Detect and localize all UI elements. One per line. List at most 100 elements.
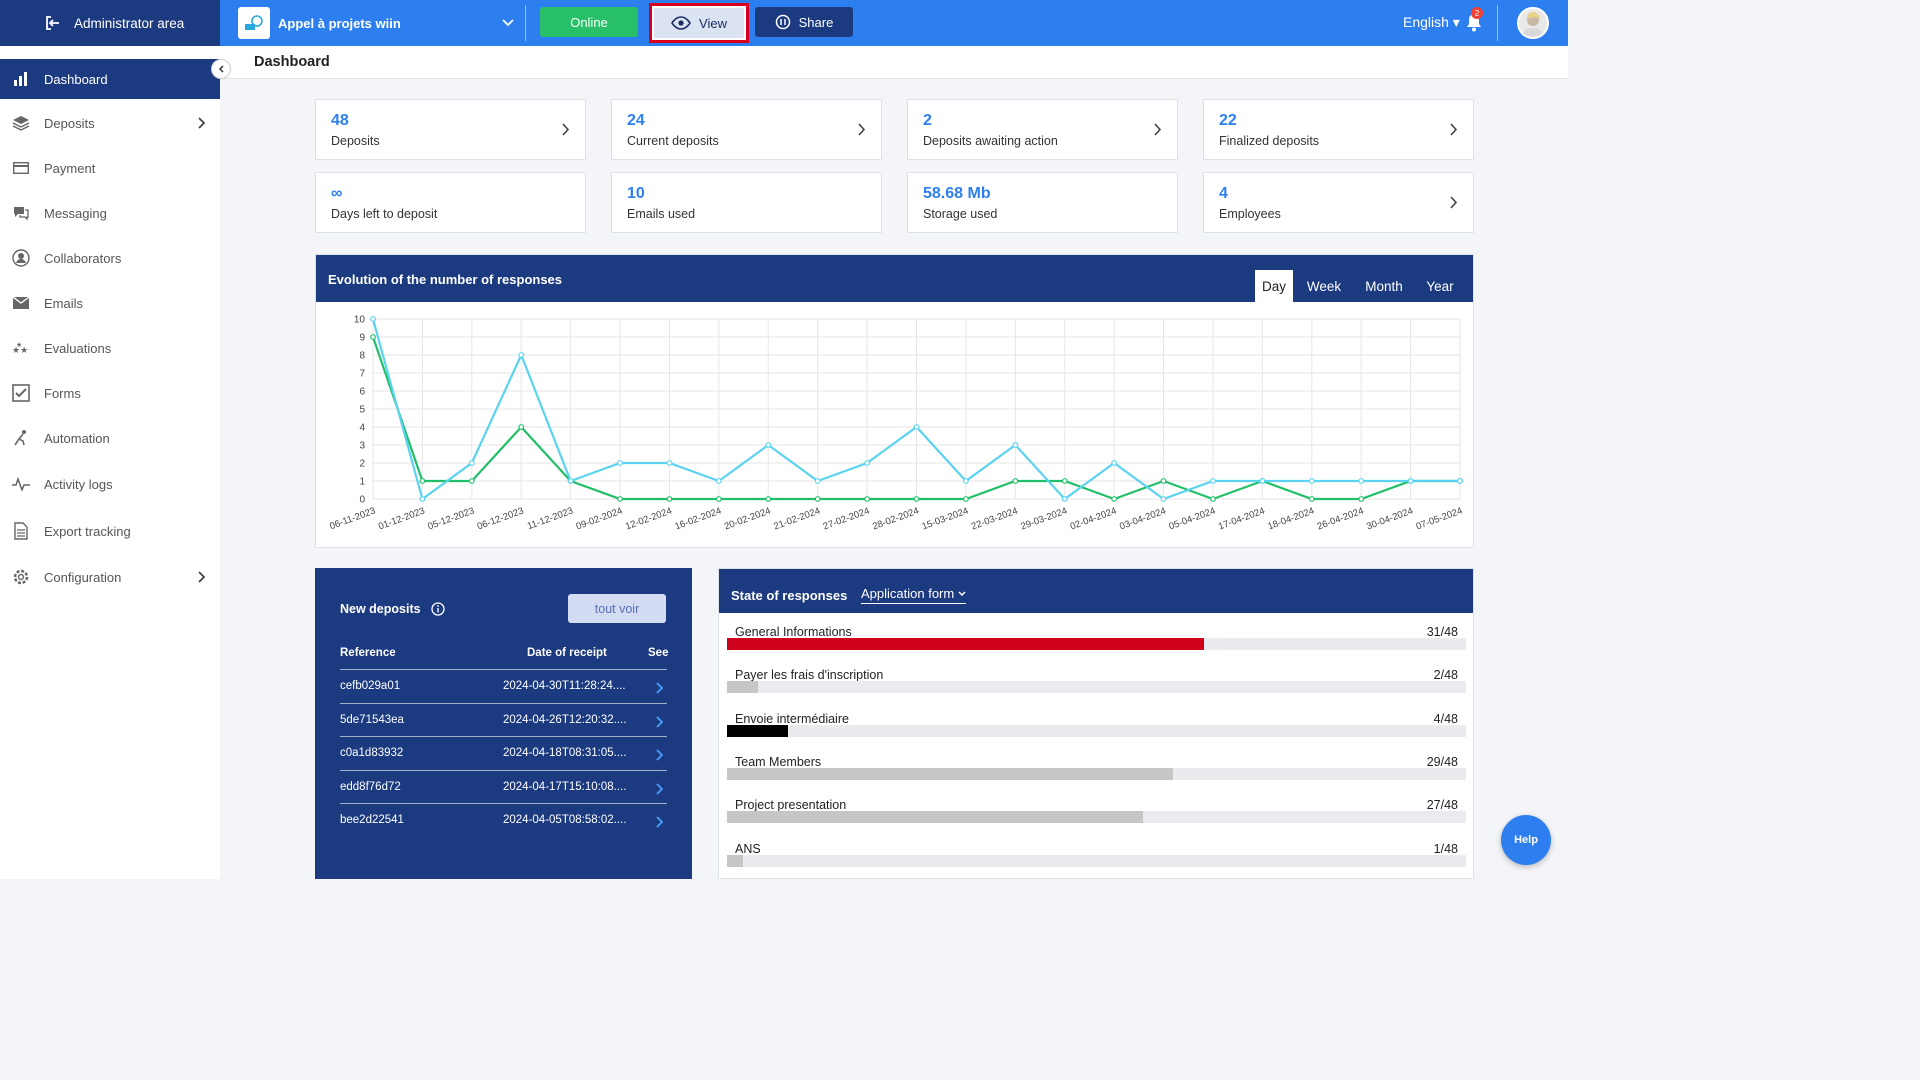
data-point [864, 460, 870, 466]
chart-title: Evolution of the number of responses [328, 272, 563, 287]
progress-track [727, 638, 1466, 650]
stat-card[interactable]: 48 Deposits [315, 99, 586, 160]
stat-label: Employees [1219, 207, 1281, 221]
section-count: 31/48 [1426, 625, 1458, 639]
collapse-sidebar-button[interactable] [211, 59, 231, 79]
admin-area-label: Administrator area [74, 15, 185, 31]
share-button[interactable]: Share [755, 7, 853, 37]
chevron-right-icon[interactable] [656, 749, 663, 761]
share-icon [775, 14, 790, 30]
stat-card[interactable]: 22 Finalized deposits [1203, 99, 1474, 160]
sidebar-item-emails[interactable]: Emails [0, 283, 220, 323]
deposit-date: 2024-04-30T11:28:24.... [503, 680, 626, 692]
sidebar-item-label: Collaborators [44, 250, 122, 266]
data-point [814, 496, 821, 502]
chevron-right-icon[interactable] [656, 715, 663, 728]
x-tick-label: 11-12-2023 [526, 505, 575, 532]
data-point [567, 478, 574, 484]
data-point [1061, 478, 1068, 484]
y-tick-label: 4 [359, 423, 365, 434]
response-progress-item: General Informations 31/48 [727, 625, 1466, 665]
view-button-label: View [699, 15, 727, 31]
section-count: 27/48 [1426, 798, 1458, 813]
deposit-date: 2024-04-18T08:31:05.... [503, 747, 627, 759]
sidebar-item-dashboard[interactable]: Dashboard [0, 59, 220, 99]
x-tick-label: 17-04-2024 [1217, 505, 1266, 532]
stat-card: 58.68 Mb Storage used [907, 172, 1178, 233]
stat-label: Deposits awaiting action [923, 134, 1058, 148]
chevron-right-icon [858, 123, 866, 136]
data-point [1358, 496, 1365, 502]
column-header-see: See [648, 647, 669, 659]
sidebar-item-forms[interactable]: Forms [0, 373, 220, 413]
line-chart: 0 1 2 3 4 5 6 7 8 9 10 06-11-2023 01-12-2023 05-12-20… [328, 315, 1464, 533]
deposit-reference: c0a1d83932 [340, 747, 404, 759]
sidebar-item-label: Forms [44, 385, 81, 401]
sidebar-item-deposits[interactable]: Deposits [0, 103, 220, 143]
data-point [864, 496, 870, 502]
stat-card[interactable]: 24 Current deposits [611, 99, 882, 160]
chevron-down-icon [958, 590, 966, 596]
data-point [468, 460, 475, 466]
response-progress-item: Envoie intermédiaire 4/48 [727, 712, 1466, 752]
chevron-right-icon[interactable] [656, 682, 663, 694]
new-deposits-panel: New deposits tout voir Reference Date of… [315, 568, 692, 879]
sidebar-item-evaluations[interactable]: ★★ ★ Evaluations [0, 328, 220, 368]
exit-icon [46, 16, 59, 30]
table-row: c0a1d83932 2024-04-18T08:31:05.... [340, 736, 667, 769]
stat-card[interactable]: 2 Deposits awaiting action [907, 99, 1178, 160]
x-tick-label: 09-02-2024 [575, 505, 624, 532]
y-tick-label: 8 [359, 351, 365, 362]
info-icon[interactable] [430, 602, 445, 616]
sidebar-item-collaborators[interactable]: Collaborators [0, 238, 220, 278]
language-label: English [1403, 14, 1449, 30]
data-point [1308, 496, 1315, 502]
new-deposits-title-text: New deposits [340, 602, 421, 616]
tab-year[interactable]: Year [1426, 278, 1454, 294]
x-tick-label: 26-04-2024 [1316, 505, 1365, 532]
stat-label: Storage used [923, 207, 998, 221]
sidebar-item-messaging[interactable]: Messaging [0, 193, 220, 233]
stat-label: Days left to deposit [331, 207, 438, 221]
chevron-right-icon[interactable] [656, 782, 663, 795]
help-button[interactable]: Help [1501, 815, 1551, 865]
avatar[interactable] [1517, 7, 1549, 39]
form-select[interactable]: Application form [861, 586, 967, 604]
x-tick-label: 21-02-2024 [772, 505, 821, 532]
stat-card: ∞ Days left to deposit [315, 172, 586, 233]
section-name: Team Members [735, 754, 822, 769]
section-count: 4/48 [1433, 711, 1458, 726]
chevron-right-icon[interactable] [656, 816, 663, 828]
tab-month[interactable]: Month [1365, 278, 1403, 294]
online-button[interactable]: Online [540, 7, 638, 37]
sidebar-item-payment[interactable]: Payment [0, 148, 220, 188]
project-selector[interactable]: Appel à projets wiin [228, 5, 518, 41]
sidebar: Dashboard Deposits Payment Messaging Col… [0, 46, 220, 879]
data-point [370, 316, 376, 322]
deposit-reference: edd8f76d72 [340, 780, 401, 793]
x-tick-label: 22-03-2024 [970, 505, 1019, 532]
sidebar-item-label: Export tracking [44, 523, 131, 539]
data-point [666, 496, 673, 502]
tab-day[interactable]: Day [1255, 270, 1293, 302]
data-point [1259, 478, 1266, 484]
sidebar-item-export-tracking[interactable]: Export tracking [0, 511, 220, 551]
language-selector[interactable]: English ▾ [1403, 14, 1460, 30]
sidebar-item-automation[interactable]: Automation [0, 418, 220, 458]
sidebar-item-configuration[interactable]: Configuration [0, 557, 220, 597]
data-point [715, 496, 722, 502]
stars-icon: ★★ ★ [12, 339, 30, 357]
new-deposits-title: New deposits [340, 602, 445, 616]
sidebar-item-activity-logs[interactable]: Activity logs [0, 464, 220, 504]
see-all-button[interactable]: tout voir [568, 594, 666, 623]
svg-text:★: ★ [16, 341, 22, 349]
progress-track [727, 681, 1466, 694]
tab-week[interactable]: Week [1306, 278, 1342, 294]
admin-area-link[interactable]: Administrator area [0, 0, 220, 46]
table-row: bee2d22541 2024-04-05T08:58:02.... [340, 803, 667, 836]
stat-card[interactable]: 4 Employees [1203, 172, 1474, 233]
view-button[interactable]: View [649, 3, 749, 43]
chevron-right-icon [1450, 123, 1458, 136]
x-tick-label: 01-12-2023 [377, 505, 426, 532]
svg-text:★★: ★★ [12, 345, 28, 355]
